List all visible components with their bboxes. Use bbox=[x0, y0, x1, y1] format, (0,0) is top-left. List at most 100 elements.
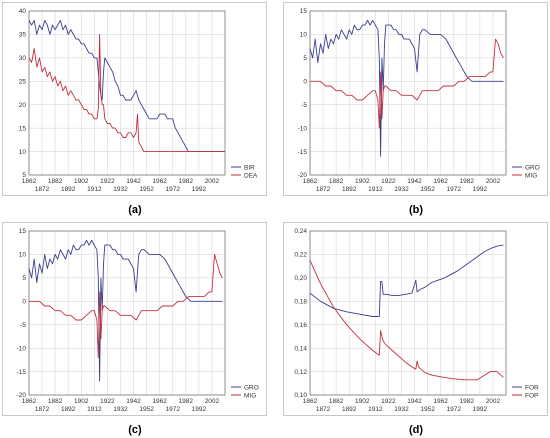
x-tick-label: 1862 bbox=[22, 178, 37, 185]
x-tick-label: 1902 bbox=[355, 178, 370, 185]
x-tick-label: 1892 bbox=[61, 186, 76, 193]
y-tick-label: 15 bbox=[19, 125, 27, 132]
x-tick-label: 1982 bbox=[460, 178, 475, 185]
x-tick-label: 2002 bbox=[205, 398, 220, 405]
x-tick-label: 1992 bbox=[473, 406, 488, 413]
plot-frame bbox=[309, 230, 507, 396]
y-tick-label: 25 bbox=[19, 78, 27, 85]
x-tick-label: 1892 bbox=[342, 406, 357, 413]
x-tick-label: 1962 bbox=[433, 178, 448, 185]
chart-panel-a: 5 10 15 20 25 30 35 40 1862 1882 1902 1922 1942 1962 1… bbox=[2, 2, 267, 196]
series-line-for bbox=[309, 244, 504, 317]
y-tick-label: 0 bbox=[22, 298, 26, 305]
y-tick-label: -15 bbox=[17, 369, 27, 376]
y-tick-label: -5 bbox=[20, 322, 26, 329]
chart-panel-b: -20 -15 -10 -5 0 5 10 15 1862 1882 1902 1922 1942 196… bbox=[283, 2, 548, 196]
series-line-mig bbox=[310, 38, 504, 129]
x-tick-label: 1932 bbox=[113, 406, 128, 413]
x-tick-label: 1902 bbox=[74, 178, 89, 185]
y-tick-label: 0,24 bbox=[294, 228, 307, 235]
legend-label-fop: FOP bbox=[525, 392, 538, 399]
x-tick-label: 1872 bbox=[35, 186, 50, 193]
legend-label-mig: MIG bbox=[525, 172, 537, 179]
x-tick-label: 2002 bbox=[486, 178, 501, 185]
y-tick-label: 10 bbox=[19, 252, 27, 259]
x-tick-label: 1872 bbox=[35, 406, 50, 413]
y-tick-label: -20 bbox=[17, 392, 27, 399]
y-tick-label: 10 bbox=[300, 32, 308, 39]
y-tick-label: 5 bbox=[22, 172, 26, 179]
x-tick-label: 1882 bbox=[329, 398, 344, 405]
y-tick-label: -10 bbox=[298, 125, 308, 132]
x-tick-label: 1982 bbox=[179, 398, 194, 405]
series-line-gro bbox=[309, 19, 504, 157]
y-tick-label: 5 bbox=[303, 55, 307, 62]
panel-caption-a: (a) bbox=[128, 204, 142, 216]
x-tick-label: 1932 bbox=[394, 406, 409, 413]
x-tick-label: 1982 bbox=[179, 178, 194, 185]
x-tick-label: 1912 bbox=[87, 406, 102, 413]
series-line-mig bbox=[29, 253, 223, 358]
x-tick-label: 1932 bbox=[394, 186, 409, 193]
x-tick-label: 1922 bbox=[381, 178, 396, 185]
x-tick-label: 1942 bbox=[126, 398, 141, 405]
x-tick-label: 1862 bbox=[303, 178, 318, 185]
y-tick-label: 0,16 bbox=[294, 322, 307, 329]
x-tick-label: 1922 bbox=[100, 398, 115, 405]
y-tick-label: 15 bbox=[300, 8, 308, 15]
x-tick-label: 1882 bbox=[329, 178, 344, 185]
x-tick-label: 2002 bbox=[486, 398, 501, 405]
y-tick-label: 0,18 bbox=[294, 298, 307, 305]
y-tick-label: 35 bbox=[19, 32, 27, 39]
x-tick-label: 1962 bbox=[433, 398, 448, 405]
x-tick-label: 1902 bbox=[74, 398, 89, 405]
plot-frame bbox=[28, 230, 226, 396]
y-tick-label: 0,12 bbox=[294, 369, 307, 376]
y-tick-label: -15 bbox=[298, 149, 308, 156]
x-tick-label: 1972 bbox=[165, 406, 180, 413]
x-tick-label: 1872 bbox=[316, 186, 331, 193]
legend-label-for: FOR bbox=[525, 384, 539, 391]
x-tick-label: 1992 bbox=[192, 186, 207, 193]
series-line-fop bbox=[309, 260, 504, 381]
y-tick-label: 0 bbox=[303, 78, 307, 85]
x-tick-label: 1922 bbox=[100, 178, 115, 185]
x-tick-label: 1942 bbox=[407, 398, 422, 405]
panel-caption-c: (c) bbox=[128, 424, 142, 436]
plot-frame bbox=[28, 10, 226, 176]
y-tick-label: 0,22 bbox=[294, 252, 307, 259]
y-tick-label: 20 bbox=[19, 102, 27, 109]
series-line-dea bbox=[28, 33, 225, 153]
x-tick-label: 1912 bbox=[87, 186, 102, 193]
chart-panel-d: 0,10 0,12 0,14 0,16 0,18 0,20 0,22 0,24 1862 1882… bbox=[283, 222, 548, 416]
x-tick-label: 1962 bbox=[152, 178, 167, 185]
y-tick-label: 15 bbox=[19, 228, 27, 235]
chart-svg-c: -20 -15 -10 -5 0 5 10 15 1862 1882 1902 1922 1942 196… bbox=[17, 228, 259, 413]
x-tick-label: 1952 bbox=[139, 406, 154, 413]
panel-caption-d: (d) bbox=[408, 424, 424, 436]
x-tick-label: 1892 bbox=[61, 406, 76, 413]
x-tick-label: 2002 bbox=[205, 178, 220, 185]
x-tick-label: 1892 bbox=[342, 186, 357, 193]
y-tick-label: 30 bbox=[19, 55, 27, 62]
x-tick-label: 1902 bbox=[355, 398, 370, 405]
y-tick-label: 40 bbox=[19, 8, 27, 15]
y-tick-label: 5 bbox=[22, 275, 26, 282]
legend-label-dea: DEA bbox=[244, 172, 258, 179]
x-tick-label: 1962 bbox=[152, 398, 167, 405]
x-tick-label: 1912 bbox=[368, 406, 383, 413]
legend-label-gro: GRO bbox=[525, 164, 540, 171]
x-tick-label: 1942 bbox=[126, 178, 141, 185]
x-tick-label: 1972 bbox=[165, 186, 180, 193]
plot-frame bbox=[309, 10, 507, 176]
x-tick-label: 1952 bbox=[420, 186, 435, 193]
x-tick-label: 1972 bbox=[446, 406, 461, 413]
x-tick-label: 1882 bbox=[48, 398, 63, 405]
x-tick-label: 1932 bbox=[113, 186, 128, 193]
x-tick-label: 1862 bbox=[22, 398, 37, 405]
x-tick-label: 1882 bbox=[48, 178, 63, 185]
y-tick-label: 0,14 bbox=[294, 345, 307, 352]
x-tick-label: 1862 bbox=[303, 398, 318, 405]
chart-panel-c: -20 -15 -10 -5 0 5 10 15 1862 1882 1902 1922 1942 196… bbox=[2, 222, 267, 416]
series-line-gro bbox=[28, 239, 223, 382]
